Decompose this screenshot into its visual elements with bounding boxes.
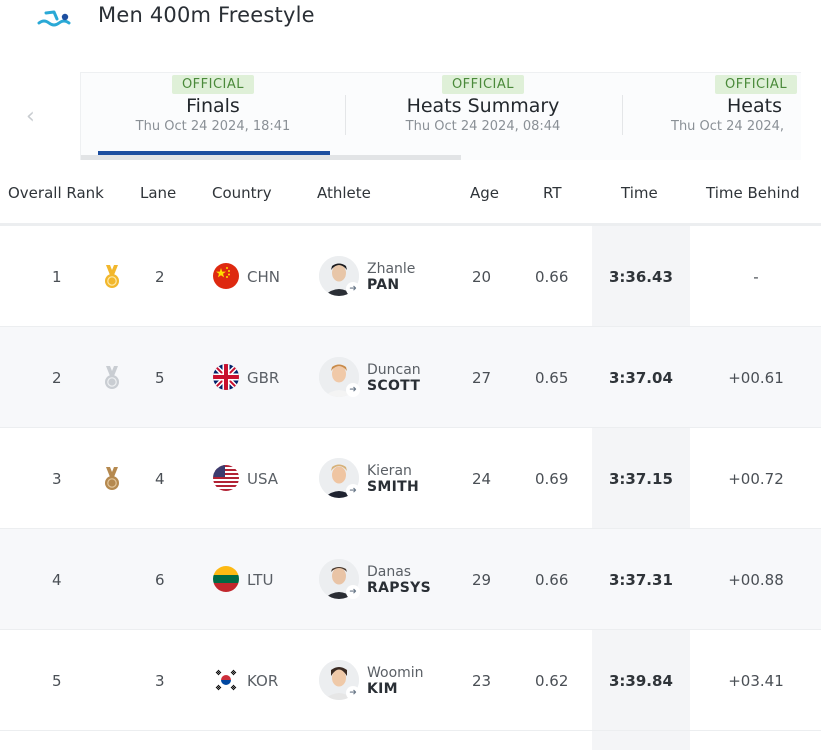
usa-flag-icon [213, 465, 239, 491]
official-badge: OFFICIAL [441, 75, 525, 94]
country-code: GBR [247, 369, 280, 387]
reaction-time-cell: 0.69 [535, 470, 569, 488]
lane-cell: 4 [155, 470, 165, 488]
tab-finals[interactable]: OFFICIAL Finals Thu Oct 24 2024, 18:41 [95, 73, 331, 153]
age-cell: 24 [472, 470, 492, 488]
time-cell: 3:39.84 [609, 672, 673, 690]
arrow-right-icon: ➜ [346, 383, 360, 397]
table-row[interactable]: 1 2 CHN ➜ Zhanle PAN 20 0.66 3:36.43 [0, 226, 821, 327]
athlete-first-name[interactable]: Zhanle [367, 261, 416, 277]
athlete-last-name[interactable]: SMITH [367, 479, 419, 495]
tab-heats-summary[interactable]: OFFICIAL Heats Summary Thu Oct 24 2024, … [363, 73, 603, 153]
time-cell: 3:36.43 [609, 268, 673, 286]
official-badge: OFFICIAL [171, 75, 255, 94]
lane-cell: 3 [155, 672, 165, 690]
column-header-country: Country [212, 184, 272, 202]
page-header: Men 400m Freestyle [0, 0, 821, 72]
age-cell: 23 [472, 672, 492, 690]
tab-date: Thu Oct 24 2024, [671, 119, 785, 134]
column-header-rt: RT [543, 184, 562, 202]
country-code: KOR [247, 672, 279, 690]
athlete-avatar[interactable] [319, 559, 359, 599]
column-header-time-behind: Time Behind [706, 184, 800, 202]
reaction-time-cell: 0.62 [535, 672, 569, 690]
silver-medal-icon [105, 366, 119, 389]
athlete-last-name[interactable]: PAN [367, 277, 400, 293]
time-cell: 3:37.31 [609, 571, 673, 589]
arrow-right-icon: ➜ [346, 484, 360, 498]
column-header-lane: Lane [140, 184, 177, 202]
rank-cell: 4 [52, 571, 62, 589]
athlete-first-name[interactable]: Woomin [367, 665, 424, 681]
tab-date: Thu Oct 24 2024, 08:44 [405, 119, 561, 134]
time-behind-cell: +00.88 [728, 571, 784, 589]
column-header-athlete: Athlete [317, 184, 371, 202]
table-row[interactable]: 4 6 LTU ➜ Danas RAPSYS 29 0.66 3:37.31 +… [0, 529, 821, 630]
athlete-first-name[interactable]: Kieran [367, 463, 412, 479]
tab-heats[interactable]: OFFICIAL Heats Thu Oct 24 2024, [669, 73, 801, 153]
tab-label: Heats Summary [406, 95, 560, 117]
athlete-last-name[interactable]: KIM [367, 681, 398, 697]
tabs-scroller[interactable]: OFFICIAL Finals Thu Oct 24 2024, 18:41 O… [80, 72, 801, 160]
age-cell: 20 [472, 268, 492, 286]
phase-tabs: ‹ OFFICIAL Finals Thu Oct 24 2024, 18:41… [0, 72, 821, 160]
reaction-time-cell: 0.65 [535, 369, 569, 387]
column-header-rank: Overall Rank [8, 184, 104, 202]
time-behind-cell: +00.61 [728, 369, 784, 387]
athlete-avatar[interactable] [319, 357, 359, 397]
rank-cell: 5 [52, 672, 62, 690]
arrow-right-icon: ➜ [346, 282, 360, 296]
country-code: CHN [247, 268, 280, 286]
lane-cell: 6 [155, 571, 165, 589]
country-code: USA [247, 470, 279, 488]
results-table-header: Overall Rank Lane Country Athlete Age RT… [0, 160, 821, 226]
china-flag-icon [213, 263, 239, 289]
tab-divider [345, 95, 346, 135]
rank-cell: 3 [52, 470, 62, 488]
column-header-time: Time [621, 184, 658, 202]
time-behind-cell: +03.41 [728, 672, 784, 690]
tab-date: Thu Oct 24 2024, 18:41 [135, 119, 291, 134]
tab-divider [622, 95, 623, 135]
lane-cell: 5 [155, 369, 165, 387]
page-title: Men 400m Freestyle [98, 3, 315, 27]
gold-medal-icon [105, 265, 119, 288]
tabs-scrollbar[interactable] [81, 155, 461, 160]
age-cell: 29 [472, 571, 492, 589]
arrow-right-icon: ➜ [346, 686, 360, 700]
swimming-icon [37, 10, 71, 27]
athlete-last-name[interactable]: SCOTT [367, 378, 421, 394]
bronze-medal-icon [105, 467, 119, 490]
time-cell: 3:37.15 [609, 470, 673, 488]
official-badge: OFFICIAL [715, 75, 798, 94]
athlete-first-name[interactable]: Duncan [367, 362, 421, 378]
reaction-time-cell: 0.66 [535, 571, 569, 589]
active-tab-indicator [98, 151, 330, 155]
table-row[interactable]: 3 4 USA ➜ Kieran SMITH 24 0.6 [0, 428, 821, 529]
lane-cell: 2 [155, 268, 165, 286]
rank-cell: 1 [52, 268, 62, 286]
time-behind-cell: +00.72 [728, 470, 784, 488]
country-code: LTU [247, 571, 274, 589]
chevron-left-icon[interactable]: ‹ [26, 104, 35, 129]
column-header-age: Age [470, 184, 500, 202]
table-row[interactable]: 2 5 GBR ➜ Duncan SCOTT 27 0.65 3 [0, 327, 821, 428]
time-cell: 3:37.04 [609, 369, 673, 387]
rank-cell: 2 [52, 369, 62, 387]
korea-flag-icon [213, 667, 239, 693]
reaction-time-cell: 0.66 [535, 268, 569, 286]
athlete-last-name[interactable]: RAPSYS [367, 580, 431, 596]
arrow-right-icon: ➜ [346, 585, 360, 599]
tab-label: Finals [186, 95, 240, 117]
table-row[interactable]: 5 3 KOR ➜ Woomin KIM 23 0.62 3:39.84 +03… [0, 630, 821, 731]
athlete-first-name[interactable]: Danas [367, 564, 412, 580]
uk-flag-icon [213, 364, 239, 390]
time-behind-cell: - [753, 268, 759, 286]
lithuania-flag-icon [213, 566, 239, 592]
time-column-highlight [592, 226, 690, 750]
tab-label: Heats [727, 95, 782, 117]
age-cell: 27 [472, 369, 492, 387]
